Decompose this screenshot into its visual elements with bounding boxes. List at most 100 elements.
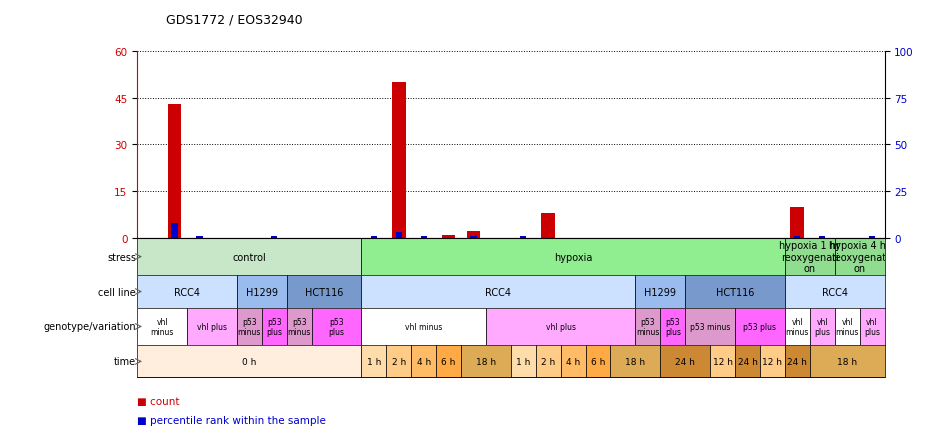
Text: 18 h: 18 h <box>476 357 496 366</box>
Text: HCT116: HCT116 <box>716 287 754 297</box>
Bar <box>869 236 875 238</box>
Text: cell line: cell line <box>98 287 136 297</box>
Bar <box>421 236 427 238</box>
Bar <box>361 276 636 308</box>
Bar <box>392 83 406 238</box>
Text: p53
plus: p53 plus <box>266 317 282 336</box>
Text: p53
minus: p53 minus <box>636 317 659 336</box>
Bar <box>710 345 735 378</box>
Bar <box>311 308 361 345</box>
Bar <box>236 276 287 308</box>
Bar <box>561 345 586 378</box>
Text: vhl
minus: vhl minus <box>150 317 174 336</box>
Text: time: time <box>114 357 136 367</box>
Bar <box>262 308 287 345</box>
Text: 12 h: 12 h <box>762 357 782 366</box>
Text: 24 h: 24 h <box>675 357 695 366</box>
Text: vhl minus: vhl minus <box>405 322 443 331</box>
Bar <box>361 308 486 345</box>
Bar <box>137 238 361 276</box>
Text: p53
plus: p53 plus <box>665 317 681 336</box>
Bar <box>810 308 834 345</box>
Bar <box>520 236 526 238</box>
Bar <box>171 223 178 238</box>
Bar <box>371 236 377 238</box>
Text: 24 h: 24 h <box>787 357 807 366</box>
Bar <box>810 345 885 378</box>
Bar <box>760 345 785 378</box>
Bar <box>287 276 361 308</box>
Text: RCC4: RCC4 <box>485 287 512 297</box>
Text: 0 h: 0 h <box>242 357 256 366</box>
Bar <box>436 345 461 378</box>
Bar <box>860 308 885 345</box>
Bar <box>660 308 685 345</box>
Bar <box>834 238 885 276</box>
Text: GDS1772 / EOS32940: GDS1772 / EOS32940 <box>166 13 302 26</box>
Text: p53
minus: p53 minus <box>237 317 261 336</box>
Text: ■ percentile rank within the sample: ■ percentile rank within the sample <box>137 415 326 425</box>
Bar <box>735 345 760 378</box>
Bar <box>819 236 825 238</box>
Bar <box>535 345 561 378</box>
Text: 4 h: 4 h <box>416 357 430 366</box>
Bar <box>785 276 885 308</box>
Bar <box>361 345 386 378</box>
Bar <box>735 308 785 345</box>
Bar <box>442 235 455 238</box>
Text: 6 h: 6 h <box>442 357 456 366</box>
Text: 2 h: 2 h <box>392 357 406 366</box>
Text: 1 h: 1 h <box>367 357 381 366</box>
Text: stress: stress <box>107 252 136 262</box>
Text: vhl
minus: vhl minus <box>785 317 809 336</box>
Bar <box>636 308 660 345</box>
Bar <box>541 213 555 238</box>
Bar <box>511 345 535 378</box>
Text: vhl
plus: vhl plus <box>815 317 831 336</box>
Text: H1299: H1299 <box>644 287 676 297</box>
Text: p53
minus: p53 minus <box>288 317 311 336</box>
Text: 12 h: 12 h <box>712 357 732 366</box>
Bar <box>412 345 436 378</box>
Text: HCT116: HCT116 <box>305 287 343 297</box>
Text: ■ count: ■ count <box>137 396 180 406</box>
Bar <box>486 308 636 345</box>
Text: p53
plus: p53 plus <box>328 317 344 336</box>
Bar <box>636 276 685 308</box>
Text: 4 h: 4 h <box>566 357 580 366</box>
Bar <box>785 308 810 345</box>
Text: H1299: H1299 <box>246 287 278 297</box>
Bar <box>785 238 834 276</box>
Text: control: control <box>233 252 266 262</box>
Bar <box>236 308 262 345</box>
Bar <box>361 238 785 276</box>
Text: hypoxia 4 hr
reoxygenati
on: hypoxia 4 hr reoxygenati on <box>829 240 890 273</box>
Bar <box>187 308 236 345</box>
Bar <box>834 308 860 345</box>
Bar <box>610 345 660 378</box>
Text: vhl plus: vhl plus <box>197 322 227 331</box>
Text: vhl plus: vhl plus <box>546 322 576 331</box>
Text: vhl
minus: vhl minus <box>835 317 859 336</box>
Text: 18 h: 18 h <box>625 357 645 366</box>
Text: 1 h: 1 h <box>517 357 531 366</box>
Bar <box>137 276 236 308</box>
Bar <box>197 236 202 238</box>
Bar <box>785 345 810 378</box>
Bar <box>386 345 412 378</box>
Bar <box>287 308 311 345</box>
Text: p53 minus: p53 minus <box>690 322 730 331</box>
Bar <box>470 236 477 238</box>
Bar <box>466 232 481 238</box>
Bar <box>395 233 402 238</box>
Text: genotype/variation: genotype/variation <box>44 322 136 332</box>
Text: 2 h: 2 h <box>541 357 555 366</box>
Bar <box>660 345 710 378</box>
Bar <box>137 345 361 378</box>
Text: hypoxia: hypoxia <box>554 252 592 262</box>
Text: 24 h: 24 h <box>738 357 758 366</box>
Bar <box>137 308 187 345</box>
Text: RCC4: RCC4 <box>822 287 848 297</box>
Text: p53 plus: p53 plus <box>744 322 777 331</box>
Bar <box>685 308 735 345</box>
